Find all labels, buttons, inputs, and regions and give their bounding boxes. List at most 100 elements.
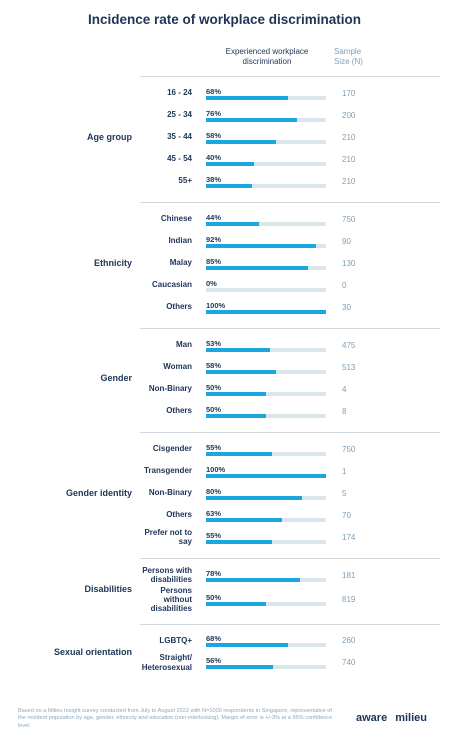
row: LGBTQ+ 68% 260: [132, 630, 355, 652]
sample-size: 260: [342, 636, 356, 646]
bar-track: [206, 602, 326, 607]
bar-cell: 58%: [206, 131, 326, 144]
sample-size: 170: [342, 88, 356, 98]
row: Straight/ Heterosexual 56% 740: [132, 652, 356, 674]
bar-track: [206, 413, 326, 418]
bar: [206, 243, 317, 248]
bar: [206, 369, 276, 374]
category-label: Indian: [168, 236, 192, 246]
bar-track: [206, 161, 326, 166]
bar-cell: 92%: [206, 235, 326, 248]
bar-cell: 76%: [206, 109, 326, 122]
group-label: Ethnicity: [93, 258, 132, 268]
bar-cell: 68%: [206, 87, 326, 100]
rows: Cisgender 55% 750 Transgender 100% 1 Non-Binar…: [132, 438, 355, 548]
bar: [206, 451, 272, 456]
bar: [206, 221, 259, 226]
sample-size: 513: [342, 362, 356, 372]
bar-cell: 58%: [206, 361, 326, 374]
bar-track: [206, 517, 326, 522]
bar-track: [206, 451, 326, 456]
bar-cell: 56%: [206, 656, 326, 670]
bar-cell: 80%: [206, 487, 326, 500]
row: Non-Binary 50% 4: [132, 378, 355, 400]
bar-track: [206, 139, 326, 144]
value-label: 53%: [206, 338, 222, 348]
logo: milieu: [395, 712, 427, 724]
category-label: 16 - 24: [167, 88, 192, 98]
category-label: Woman: [163, 362, 192, 372]
bar-track: [206, 309, 326, 314]
category-label: 35 - 44: [167, 132, 192, 142]
rows: Persons with disabilities 78% 181 Persons w…: [132, 564, 355, 614]
chart-title: Incidence rate of workplace discriminati…: [87, 12, 362, 27]
bar-cell: 40%: [206, 153, 326, 166]
row: Others 50% 8: [132, 400, 355, 422]
category-label: Straight/ Heterosexual: [141, 653, 192, 672]
separator: [140, 76, 440, 77]
value-label: 85%: [206, 256, 222, 266]
category-label: Persons with disabilities: [142, 565, 192, 584]
row: Malay 85% 130: [132, 252, 355, 274]
sample-size: 819: [342, 595, 356, 605]
bar-cell: 100%: [206, 465, 326, 478]
row: 25 - 34 76% 200: [132, 104, 355, 126]
value-label: 76%: [206, 108, 222, 118]
bar: [206, 577, 300, 582]
sample-size: 4: [342, 384, 347, 394]
logos: aware milieu: [356, 712, 435, 724]
category-label: Non-Binary: [148, 488, 192, 498]
bar-track: [206, 473, 326, 478]
bar-cell: 63%: [206, 509, 326, 522]
group-label: Age group: [87, 132, 132, 142]
row: 55+ 38% 210: [132, 170, 355, 192]
bar-track: [206, 183, 326, 188]
category-label: Others: [166, 302, 192, 312]
group-label: Gender: [100, 373, 132, 383]
category-label: 25 - 34: [167, 110, 192, 120]
row: Chinese 44% 750: [132, 208, 355, 230]
bar: [206, 117, 298, 122]
value-label: 58%: [206, 130, 222, 140]
bar-cell: 55%: [206, 531, 326, 544]
row: Woman 58% 513: [132, 356, 355, 378]
sample-size: 130: [342, 258, 356, 268]
row: Indian 92% 90: [132, 230, 355, 252]
bar-track: [206, 369, 326, 374]
bar: [206, 602, 266, 607]
row: Others 63% 70: [132, 504, 355, 526]
row: Persons with disabilities 78% 181: [132, 564, 355, 586]
rows: 16 - 24 68% 170 25 - 34 76% 200 35 - 44 58% 210 4…: [132, 82, 355, 192]
separator: [140, 432, 440, 433]
bar-track: [206, 265, 326, 270]
bar-track: [206, 347, 326, 352]
bar-track: [206, 577, 326, 582]
sample-size: 90: [342, 236, 351, 246]
category-label: Others: [166, 406, 192, 416]
bar: [206, 391, 266, 396]
bar-cell: 44%: [206, 213, 326, 226]
row: Cisgender 55% 750: [132, 438, 355, 460]
sample-size: 8: [342, 406, 347, 416]
value-label: 55%: [206, 442, 222, 452]
row: Others 100% 30: [132, 296, 355, 318]
category-label: Malay: [169, 258, 192, 268]
bar: [206, 413, 266, 418]
group: Disabilities Persons with disabilities 78%…: [0, 558, 449, 624]
bar: [206, 517, 282, 522]
row: 35 - 44 58% 210: [132, 126, 355, 148]
value-label: 68%: [206, 86, 222, 96]
row: Caucasian 0% 0: [132, 274, 355, 296]
bar: [206, 161, 254, 166]
value-label: 100%: [206, 300, 226, 310]
sample-size: 200: [342, 110, 356, 120]
category-label: Persons without disabilities: [150, 586, 192, 614]
bar-track: [206, 117, 326, 122]
bar: [206, 539, 272, 544]
bar-cell: 50%: [206, 593, 326, 607]
category-label: Cisgender: [152, 444, 192, 454]
bar-track: [206, 287, 326, 292]
sample-size: 750: [342, 214, 356, 224]
row: Prefer not to say 55% 174: [132, 526, 355, 548]
